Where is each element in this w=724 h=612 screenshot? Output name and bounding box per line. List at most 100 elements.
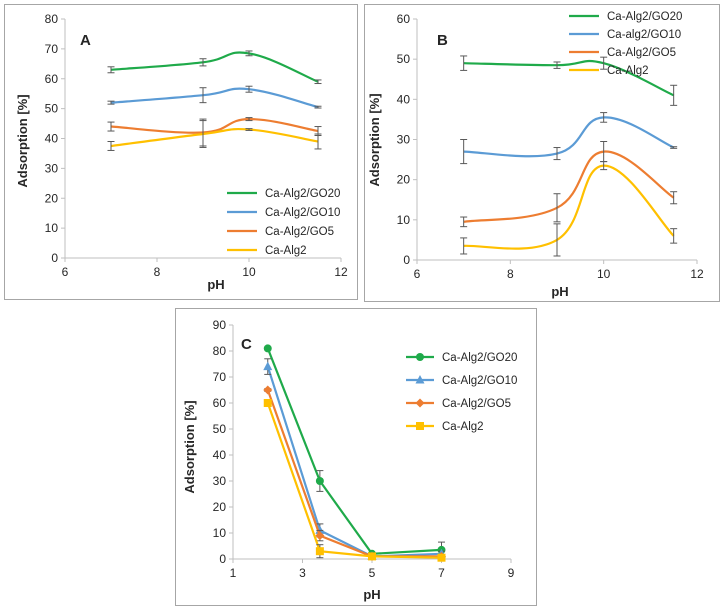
data-point	[315, 477, 324, 485]
x-tick-label: 8	[507, 267, 514, 281]
y-tick-label: 20	[397, 173, 411, 187]
y-tick-label: 0	[51, 251, 58, 265]
legend-entry: Ca-Alg2	[227, 245, 307, 257]
y-axis-title: Adsorption [%]	[367, 93, 382, 186]
series-2	[107, 85, 322, 109]
series-1	[460, 55, 678, 106]
y-axis-title: Adsorption [%]	[15, 94, 30, 187]
error-bar	[553, 61, 561, 69]
series-line	[266, 402, 442, 559]
legend-entry: Ca-alg2/GO10	[569, 29, 681, 41]
x-tick-label: 6	[414, 267, 421, 281]
error-bar	[670, 146, 678, 149]
y-tick-label: 50	[397, 52, 411, 66]
legend-entry: Ca-Alg2/GO5	[227, 226, 334, 238]
legend-marker	[415, 375, 425, 384]
y-tick-label: 40	[213, 448, 227, 462]
data-point	[315, 531, 325, 541]
y-tick-label: 40	[45, 132, 59, 146]
error-bar	[460, 55, 468, 71]
series-line	[110, 117, 319, 134]
legend-label: Ca-Alg2/GO5	[607, 47, 676, 59]
y-tick-label: 10	[45, 221, 59, 235]
legend-label: Ca-Alg2	[607, 65, 649, 77]
x-tick-label: 9	[508, 566, 515, 580]
series-1	[263, 344, 446, 559]
legend-label: Ca-Alg2/GO10	[442, 375, 517, 387]
y-tick-label: 30	[45, 161, 59, 175]
legend-label: Ca-Alg2/GO20	[607, 11, 682, 23]
error-bar	[314, 105, 322, 109]
y-tick-label: 0	[219, 552, 226, 566]
error-bar	[670, 228, 678, 244]
y-tick-label: 30	[213, 474, 227, 488]
panel-label-b: B	[437, 32, 448, 49]
legend-entry: Ca-Alg2/GO5	[406, 398, 511, 410]
y-tick-label: 30	[397, 133, 411, 147]
y-tick-label: 0	[403, 253, 410, 267]
legend-entry: Ca-Alg2	[406, 421, 484, 433]
error-bar	[199, 58, 207, 67]
error-bar	[314, 79, 322, 85]
error-bar	[600, 161, 608, 171]
panel-b: 0 10 20 30 40 50 60 6 8 10 12 B pH Adsorption [%] …	[364, 4, 720, 302]
x-tick-label: 8	[154, 265, 161, 279]
legend-entry: Ca-Alg2/GO20	[406, 352, 517, 364]
error-bar	[460, 237, 468, 255]
series-4	[460, 161, 678, 257]
chart-a-svg: 0 10 20 30 40 50 60 70 80 6 8 10 12 A pH Adsorption …	[15, 12, 348, 292]
data-point	[263, 344, 272, 353]
error-bar	[670, 191, 678, 205]
y-tick-label: 10	[397, 213, 411, 227]
series-4	[107, 120, 322, 151]
series-line	[266, 347, 442, 555]
error-bar	[460, 139, 468, 165]
legend-label: Ca-Alg2	[442, 421, 484, 433]
legend-label: Ca-Alg2/GO10	[265, 207, 340, 219]
x-tick-label: 10	[597, 267, 611, 281]
y-tick-label: 90	[213, 318, 227, 332]
error-bar	[107, 100, 115, 105]
series-4	[263, 399, 446, 562]
data-point	[263, 361, 273, 371]
series-3	[107, 117, 322, 147]
error-bar	[670, 84, 678, 106]
x-tick-label: 3	[299, 566, 306, 580]
error-bar	[199, 120, 207, 148]
error-bar	[107, 140, 115, 151]
error-bar	[600, 112, 608, 123]
legend-marker	[415, 398, 425, 408]
error-bar	[199, 87, 207, 104]
legend-label: Ca-alg2/GO10	[607, 29, 681, 41]
series-line	[463, 116, 675, 158]
data-point	[263, 399, 272, 407]
error-bar	[460, 216, 468, 228]
legend-entry: Ca-Alg2/GO10	[406, 375, 517, 387]
y-tick-label: 20	[213, 500, 227, 514]
series-3	[460, 141, 678, 228]
series-3	[263, 385, 446, 561]
series-line	[463, 164, 675, 250]
error-bar	[553, 193, 561, 223]
x-axis-title: pH	[551, 284, 568, 299]
data-point	[263, 385, 273, 395]
error-bar	[245, 117, 253, 122]
error-bar	[553, 147, 561, 161]
y-tick-label: 10	[213, 526, 227, 540]
y-tick-label: 80	[45, 12, 59, 26]
legend-entry: Ca-Alg2/GO20	[227, 188, 340, 200]
series-line	[266, 366, 442, 558]
error-bar	[600, 56, 608, 70]
panel-a: 0 10 20 30 40 50 60 70 80 6 8 10 12 A pH Adsorption …	[4, 4, 358, 300]
legend-label: Ca-Alg2	[265, 245, 307, 257]
panel-label-c: C	[241, 336, 252, 353]
legend-entry: Ca-Alg2/GO20	[569, 11, 682, 23]
series-line	[463, 59, 675, 97]
series-line	[463, 150, 675, 223]
y-tick-label: 50	[213, 422, 227, 436]
legend-marker	[416, 353, 424, 361]
series-line	[110, 128, 319, 148]
error-bar	[245, 50, 253, 57]
y-tick-label: 20	[45, 191, 59, 205]
error-bar	[245, 85, 253, 93]
